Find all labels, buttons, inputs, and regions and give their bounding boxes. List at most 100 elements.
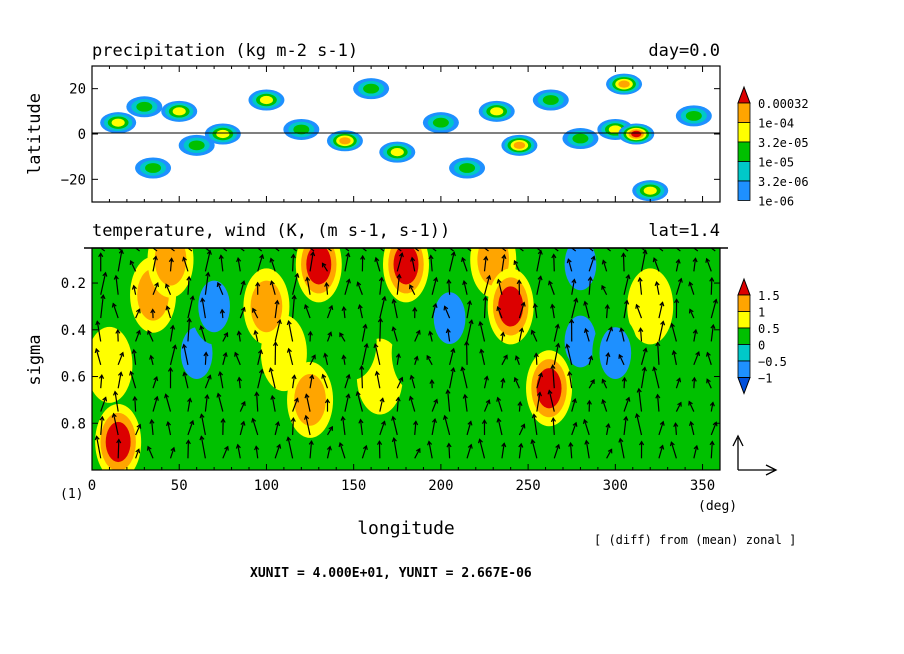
- wind-arrow-head: [358, 418, 364, 424]
- wind-arrow-head: [170, 446, 176, 452]
- wind-arrow-head: [240, 280, 246, 286]
- wind-arrow-head: [520, 301, 526, 307]
- wind-arrow-head: [290, 253, 296, 259]
- wind-arrow-head: [189, 419, 195, 426]
- wind-arrow-shaft: [222, 332, 228, 342]
- wind-arrow-head: [535, 248, 542, 252]
- wind-arrow-shaft: [117, 372, 122, 389]
- wind-arrow-head: [168, 257, 174, 263]
- wind-arrow-head: [340, 415, 346, 421]
- wind-arrow-head: [483, 255, 489, 261]
- temp-colorbar-label: 0.5: [758, 322, 780, 336]
- wind-arrow-shaft: [239, 401, 246, 412]
- wind-arrow-head: [136, 423, 142, 429]
- wind-arrow-shaft: [305, 394, 311, 412]
- wind-arrow-head: [514, 355, 520, 361]
- wind-arrow-shaft: [222, 352, 227, 365]
- wind-arrow-head: [152, 255, 158, 261]
- wind-arrow-shaft: [588, 379, 595, 389]
- wind-arrow-shaft: [396, 397, 399, 412]
- wind-arrow-shaft: [536, 250, 542, 272]
- temp-xtick-label: 200: [428, 478, 453, 494]
- wind-arrow-head: [485, 399, 491, 405]
- wind-arrow-head: [181, 343, 187, 349]
- wind-arrow-shaft: [169, 325, 174, 342]
- wind-arrow-shaft: [571, 279, 576, 295]
- wind-arrow-shaft: [169, 447, 175, 459]
- precip-ytick-label: −20: [61, 172, 86, 188]
- precip-title: precipitation (kg m-2 s-1): [92, 41, 358, 61]
- wind-arrow-head: [154, 281, 159, 288]
- wind-arrow-head: [706, 378, 711, 384]
- wind-arrow-head: [98, 252, 104, 258]
- wind-arrow-head: [554, 323, 560, 329]
- wind-arrow-head: [443, 305, 449, 311]
- wind-arrow-shaft: [606, 327, 613, 342]
- wind-arrow-head: [467, 420, 473, 426]
- wind-arrow-head: [269, 280, 275, 286]
- precip-blob: [339, 137, 351, 145]
- wind-arrow-shaft: [379, 318, 382, 342]
- wind-arrow-shaft: [219, 372, 224, 389]
- wind-arrow-shaft: [274, 300, 279, 319]
- wind-arrow-shaft: [518, 302, 525, 319]
- wind-arrow-shaft: [152, 396, 158, 412]
- wind-arrow-shaft: [602, 379, 608, 389]
- wind-arrow-head: [501, 253, 507, 260]
- wind-arrow-head: [660, 320, 666, 326]
- wind-arrow-head: [146, 445, 152, 451]
- wind-arrow-head: [618, 437, 624, 443]
- wind-arrow-head: [688, 400, 693, 406]
- wind-arrow-shaft: [166, 306, 172, 319]
- temp-colorbar-segment: [737, 344, 751, 362]
- wind-arrow-shaft: [518, 443, 522, 459]
- x-unit-label: (deg): [698, 499, 737, 514]
- wind-arrow-shaft: [152, 376, 158, 389]
- wind-arrow-shaft: [497, 306, 503, 319]
- wind-arrow-head: [147, 329, 152, 335]
- wind-arrow-shaft: [466, 300, 471, 319]
- wind-arrow-shaft: [257, 350, 262, 365]
- wind-arrow-head: [304, 393, 310, 399]
- panel-number: (1): [60, 487, 83, 502]
- wind-arrow-shaft: [706, 258, 712, 272]
- wind-arrow-shaft: [322, 374, 329, 389]
- temp-colorbar-arrow-top: [737, 277, 751, 296]
- wind-arrow-shaft: [309, 375, 313, 389]
- wind-arrow-head: [376, 440, 383, 446]
- wind-arrow-head: [518, 442, 524, 448]
- wind-arrow-shaft: [658, 445, 664, 459]
- wind-arrow-head: [132, 395, 138, 401]
- wind-arrow-head: [448, 248, 454, 252]
- wind-arrow-head: [326, 248, 332, 252]
- wind-arrow-shaft: [287, 437, 294, 459]
- wind-arrow-head: [604, 304, 610, 310]
- wind-arrow-shaft: [396, 253, 403, 272]
- wind-arrow-shaft: [428, 441, 433, 459]
- temp-xtick-label: 100: [254, 478, 279, 494]
- wind-arrow-shaft: [635, 304, 643, 319]
- wind-arrow-head: [710, 323, 716, 329]
- wind-arrow-head: [428, 254, 434, 260]
- wind-arrow-shaft: [200, 414, 206, 436]
- wind-arrow-head: [149, 354, 155, 360]
- wind-arrow-shaft: [674, 423, 677, 435]
- wind-arrow-shaft: [606, 423, 610, 436]
- wind-arrow-shaft: [675, 259, 680, 272]
- wind-arrow-head: [503, 354, 508, 360]
- wind-arrow-head: [415, 447, 421, 453]
- wind-arrow-head: [136, 329, 141, 335]
- wind-arrow-head: [363, 342, 369, 349]
- temperature-blob: [250, 280, 283, 333]
- wind-arrow-shaft: [134, 396, 137, 412]
- wind-arrow-head: [571, 278, 577, 284]
- wind-arrow-head: [513, 376, 519, 383]
- precip-blob: [490, 107, 504, 116]
- precip-blob: [572, 133, 589, 144]
- wind-arrow-shaft: [396, 377, 403, 389]
- wind-arrow-shaft: [675, 402, 682, 412]
- wind-arrow-head: [223, 332, 229, 338]
- wind-arrow-head: [258, 368, 264, 374]
- wind-arrow-shaft: [392, 327, 398, 342]
- wind-arrow-shaft: [431, 418, 436, 436]
